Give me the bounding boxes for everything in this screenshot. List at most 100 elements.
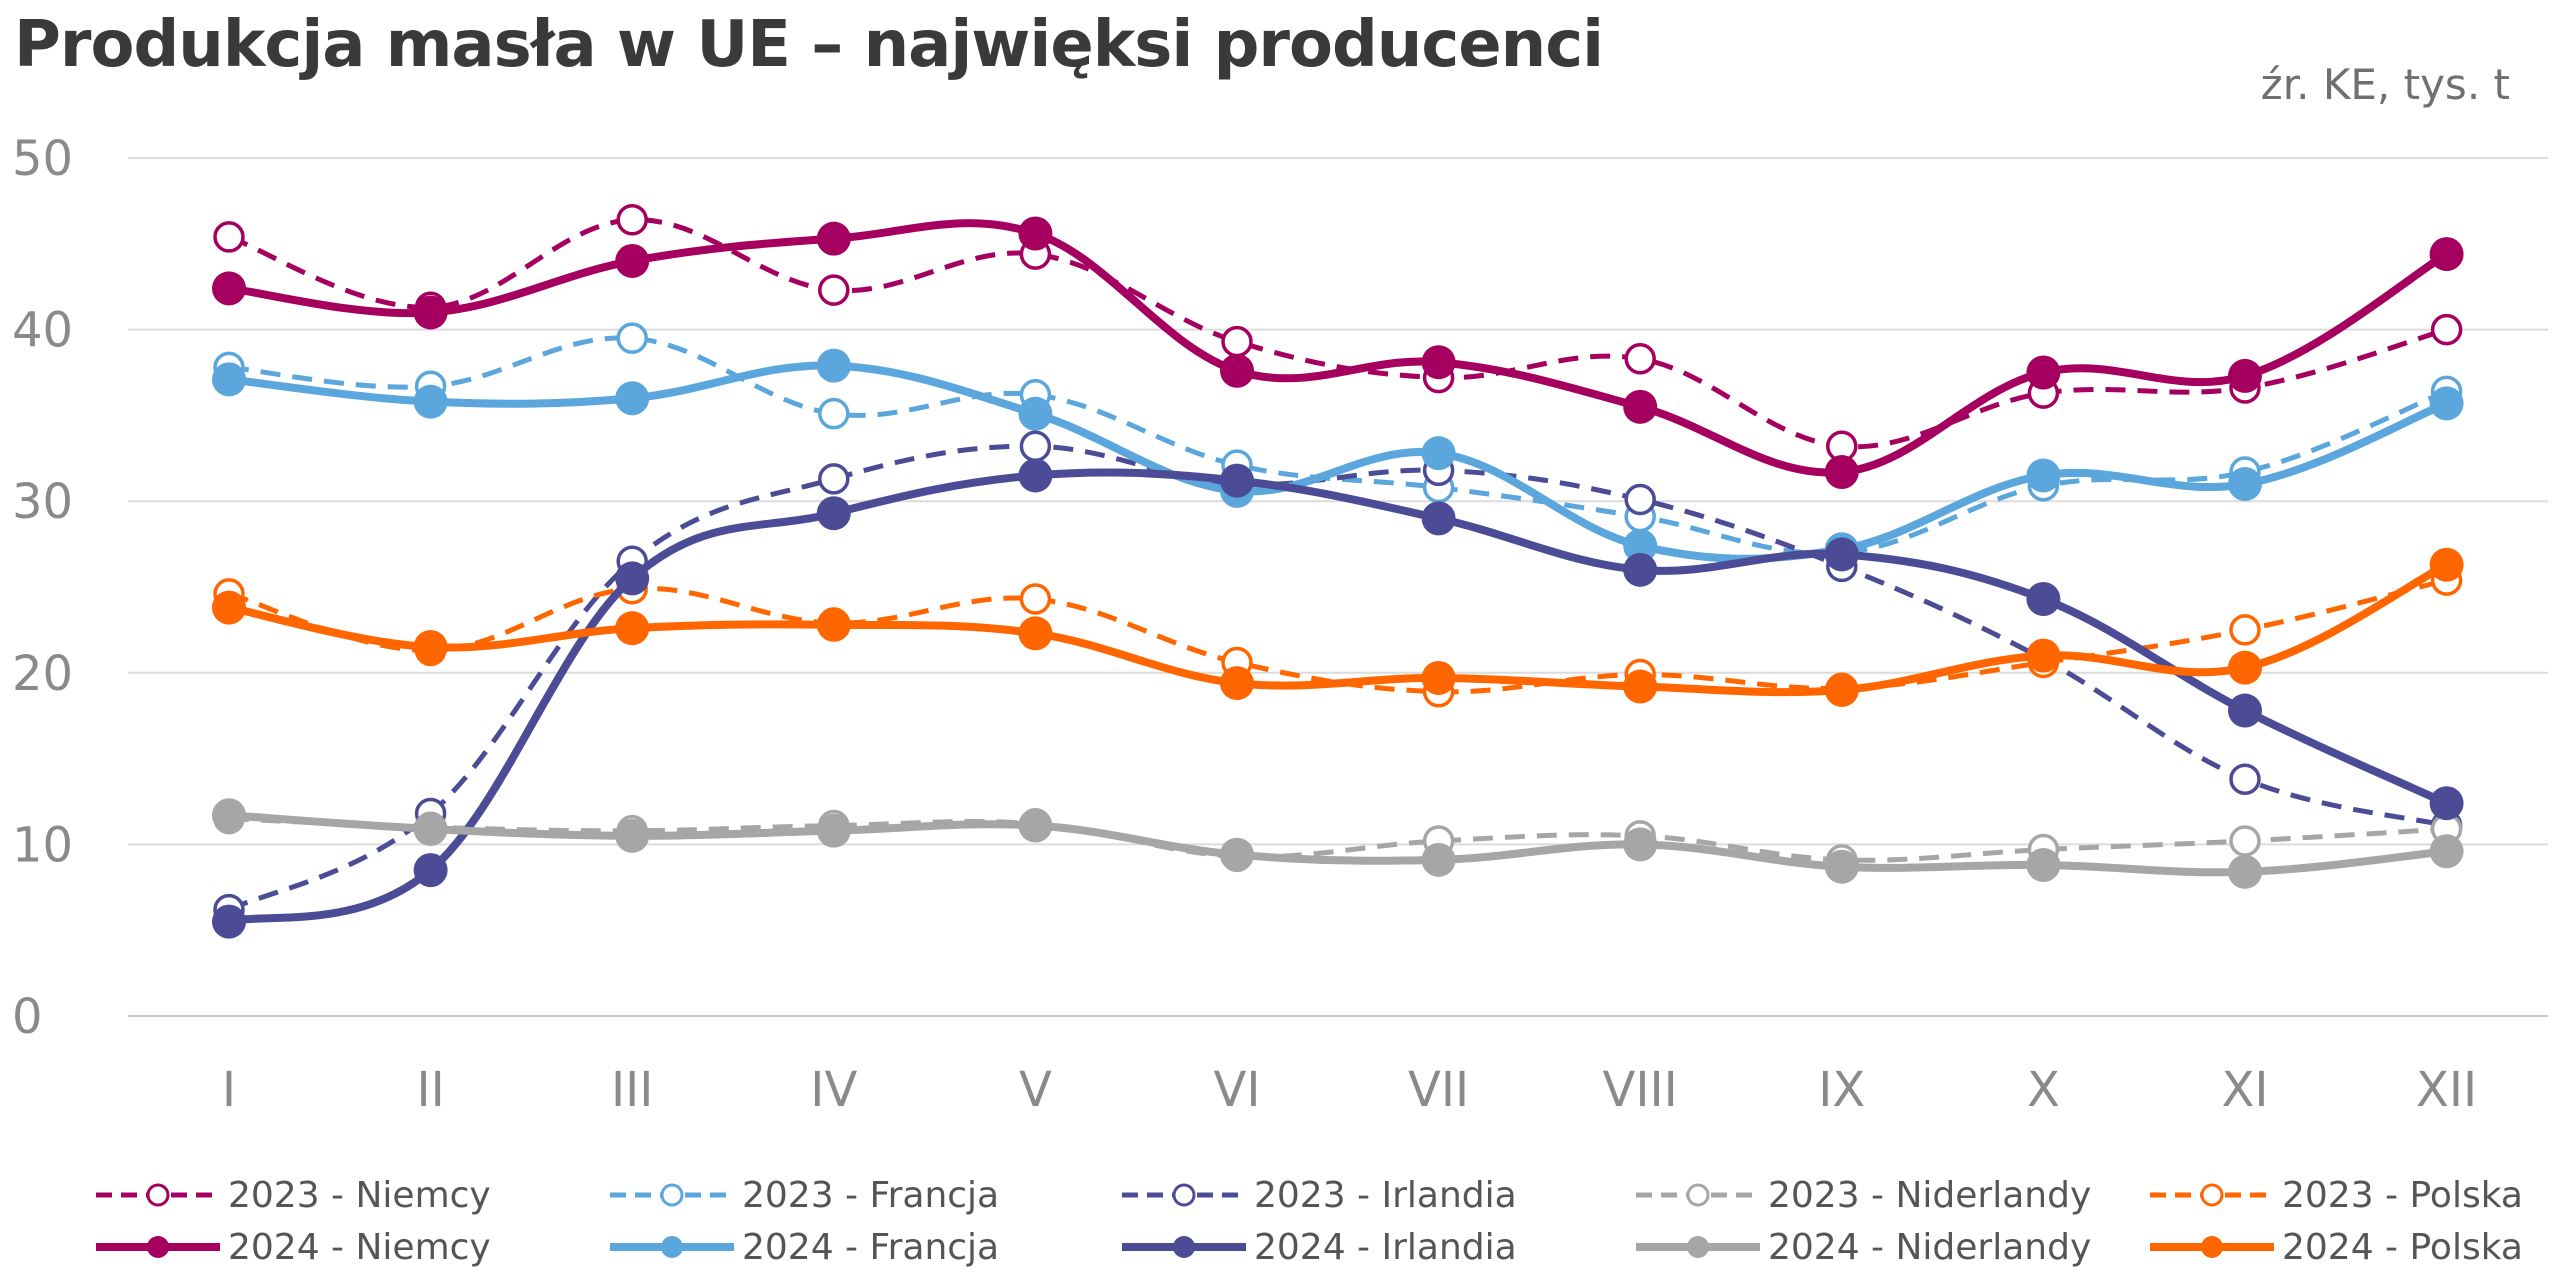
data-point [1221,325,1253,358]
legend-swatch [2150,1183,2274,1207]
data-point [2429,547,2464,582]
series-2024-niderlandy [212,798,2464,889]
data-point [212,904,246,939]
series-2024-polska [212,547,2464,707]
data-point [2026,847,2061,882]
series-line [228,816,2447,863]
data-point [615,243,650,278]
data-point [1018,216,1053,251]
y-tick-label: 40 [12,303,73,359]
legend-swatch [1636,1183,1760,1207]
legend-label: 2024 - Irlandia [1254,1226,1517,1268]
legend-swatch [1636,1236,1760,1258]
data-point [413,630,448,665]
data-point [2228,693,2262,728]
data-point [212,362,246,397]
data-point [1018,458,1053,493]
series-2023-irlandia [213,430,2463,926]
series-line [225,560,2451,697]
data-point [1018,616,1053,651]
data-point [1220,463,1254,498]
y-tick-label: 0 [12,989,43,1045]
legend-swatch [610,1236,734,1258]
data-point [616,204,648,236]
data-point [1220,353,1254,388]
legend-label: 2023 - Niderlandy [1768,1174,2092,1216]
data-point [1624,483,1656,516]
data-point [1624,343,1656,375]
x-tick-label: VII [1408,1062,1469,1118]
series-line [225,811,2451,877]
data-point [2228,467,2262,502]
data-point [2229,825,2261,857]
legend-label: 2024 - Niemcy [228,1226,491,1268]
data-point [2026,638,2061,673]
data-point [1421,660,1456,695]
data-point [413,384,448,419]
series-lines [212,204,2464,939]
data-point [1018,808,1053,843]
data-point [2229,614,2261,646]
data-point [1421,501,1456,536]
x-tick-label: X [2027,1062,2060,1118]
x-tick-label: V [1019,1062,1052,1118]
x-tick-label: XI [2221,1062,2268,1118]
data-point [615,381,650,416]
data-point [413,295,448,330]
legend-item: 2023 - Niderlandy [1634,1170,2091,1220]
data-point [1421,842,1456,877]
x-tick-label: VI [1214,1062,1261,1118]
data-point [1824,455,1859,490]
data-point [1018,396,1053,431]
grid-lines [128,157,2548,1017]
legend-label: 2023 - Francja [742,1174,1000,1216]
legend: 2023 - Niemcy 2023 - Francja 2023 - Irland… [0,1170,2576,1270]
data-point [816,607,851,642]
x-tick-label: XII [2416,1062,2477,1118]
data-point [2228,854,2262,889]
data-point [816,348,851,383]
y-tick-label: 10 [12,817,73,873]
data-point [413,853,448,888]
data-point [1824,849,1859,884]
series-line [228,335,2448,556]
legend-item: 2023 - Irlandia [1120,1170,1517,1220]
legend-item: 2023 - Polska [2148,1170,2523,1220]
x-tick-label: VIII [1603,1062,1678,1118]
data-point [818,274,850,306]
data-point [1220,666,1254,701]
data-point [2429,386,2464,421]
series-2023-francja [213,322,2463,569]
data-point [2429,834,2464,869]
legend-swatch [610,1183,734,1207]
series-line [225,468,2451,926]
data-point [212,271,246,306]
y-tick-label: 50 [12,131,73,187]
series-line [228,217,2448,450]
legend-label: 2024 - Niderlandy [1768,1226,2092,1268]
data-point [2228,650,2262,685]
legend-swatch [96,1236,220,1258]
data-point [615,611,650,646]
series-2024-niemcy [212,216,2464,490]
data-point [818,397,850,430]
legend-item: 2024 - Polska [2148,1222,2523,1272]
legend-label: 2024 - Polska [2282,1226,2523,1268]
data-point [1824,537,1859,572]
legend-swatch [96,1183,220,1207]
data-point [1623,827,1658,862]
data-point [2026,582,2061,617]
data-point [2228,358,2262,393]
data-point [1623,552,1658,587]
data-point [1421,345,1456,380]
data-point [2429,237,2464,272]
data-point [2026,458,2061,493]
data-point [1019,583,1052,615]
data-point [2430,313,2463,346]
series-2023-niemcy [213,204,2463,463]
data-point [1220,837,1254,872]
legend-label: 2023 - Polska [2282,1174,2523,1216]
y-tick-label: 30 [12,474,73,530]
series-2024-francja [212,348,2464,567]
x-tick-label: III [611,1062,653,1118]
